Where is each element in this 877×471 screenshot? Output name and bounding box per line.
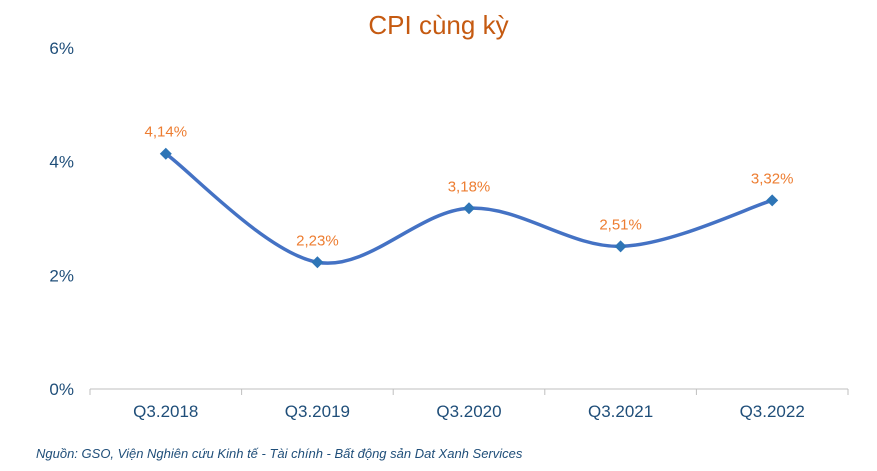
x-tick-label: Q3.2021	[588, 402, 653, 421]
data-label: 3,18%	[448, 178, 491, 195]
x-tick-label: Q3.2019	[285, 402, 350, 421]
data-point	[463, 202, 475, 215]
data-point	[159, 147, 172, 160]
data-point	[614, 240, 627, 253]
x-tick-label: Q3.2020	[436, 402, 501, 421]
data-label: 2,51%	[599, 216, 642, 233]
y-tick-label: 0%	[49, 380, 74, 399]
chart-title: CPI cùng kỳ	[368, 10, 509, 40]
source-note: Nguồn: GSO, Viện Nghiên cứu Kinh tế - Tà…	[36, 446, 523, 461]
x-tick-label: Q3.2018	[133, 402, 198, 421]
y-tick-label: 2%	[49, 266, 74, 285]
x-tick-label: Q3.2022	[740, 402, 805, 421]
data-label: 3,32%	[751, 170, 794, 187]
data-label: 4,14%	[145, 124, 188, 141]
data-point	[766, 194, 779, 207]
data-label: 2,23%	[296, 232, 339, 249]
data-point	[311, 256, 324, 269]
y-tick-label: 6%	[49, 39, 74, 58]
y-tick-label: 4%	[49, 153, 74, 172]
